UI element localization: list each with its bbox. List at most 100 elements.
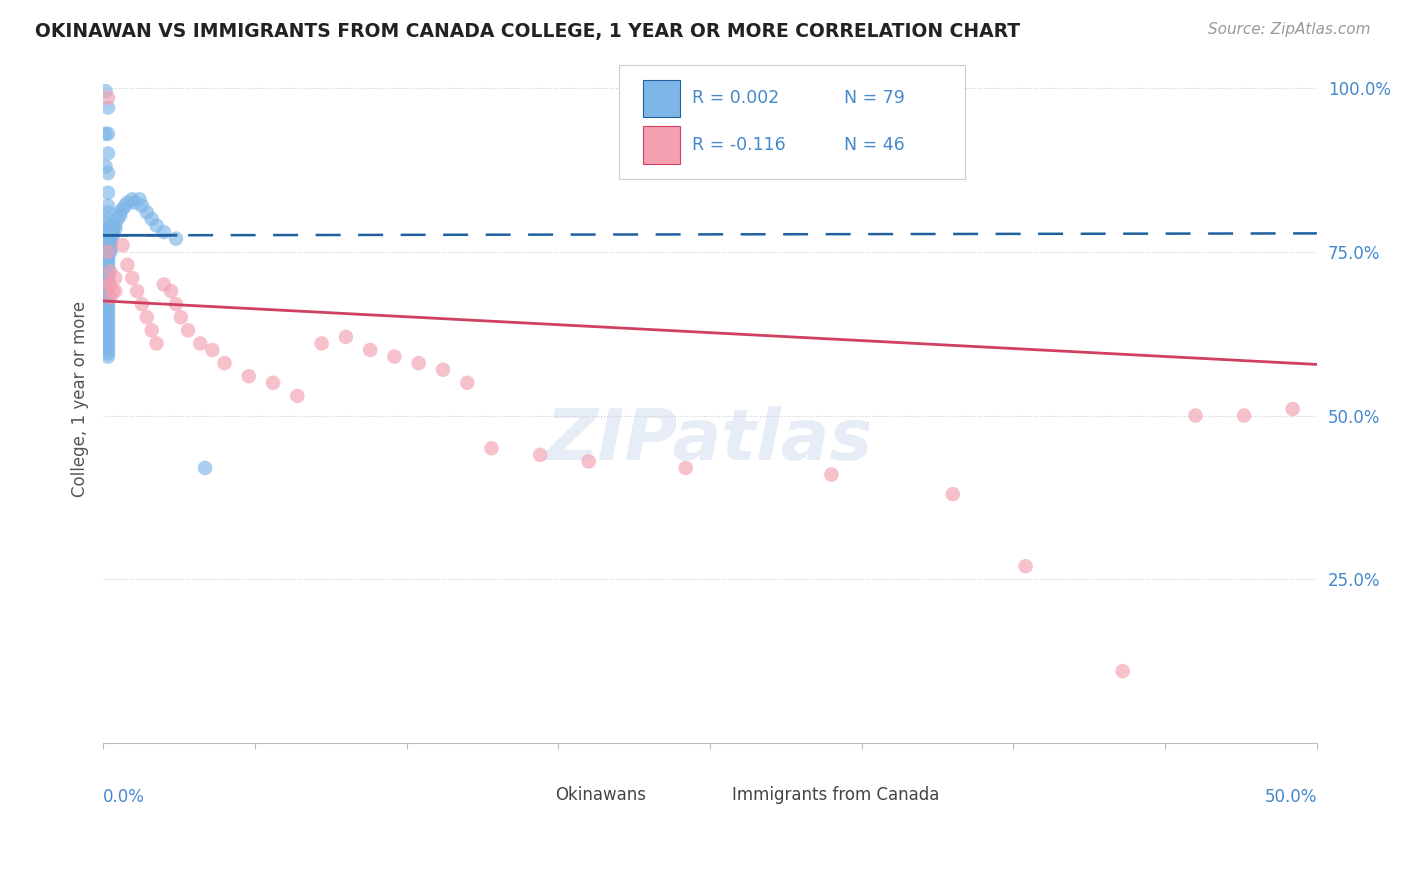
Point <box>97 238 120 252</box>
Point <box>97 313 120 327</box>
Point <box>97 284 120 298</box>
Text: R = 0.002: R = 0.002 <box>692 89 779 108</box>
Point <box>165 297 187 311</box>
Text: Immigrants from Canada: Immigrants from Canada <box>733 786 939 804</box>
Point <box>97 287 120 301</box>
Point <box>1233 409 1256 423</box>
Point <box>104 219 127 233</box>
Point <box>820 467 842 482</box>
Point <box>100 238 122 252</box>
Point <box>432 362 454 376</box>
Point <box>100 244 122 259</box>
Point <box>104 221 127 235</box>
Bar <box>510 784 544 812</box>
Point <box>97 317 120 331</box>
Point <box>97 320 120 334</box>
Bar <box>686 784 720 812</box>
Point <box>145 336 167 351</box>
Point <box>121 271 143 285</box>
Point <box>201 343 224 357</box>
Point <box>94 127 117 141</box>
Point <box>165 232 187 246</box>
Text: Okinawans: Okinawans <box>554 786 645 804</box>
Point <box>97 343 120 357</box>
Point <box>97 336 120 351</box>
Point <box>97 307 120 321</box>
Point <box>100 291 122 305</box>
Bar <box>644 79 679 118</box>
Point <box>335 330 357 344</box>
Point <box>97 326 120 341</box>
Point <box>529 448 551 462</box>
Point <box>97 268 120 282</box>
Point <box>97 127 120 141</box>
Point <box>97 225 120 239</box>
Point <box>104 271 127 285</box>
Point <box>104 284 127 298</box>
Point <box>408 356 430 370</box>
Point <box>97 281 120 295</box>
Point <box>97 277 120 292</box>
Point <box>108 205 131 219</box>
Point <box>285 389 308 403</box>
Point <box>97 346 120 360</box>
Point <box>942 487 965 501</box>
Point <box>97 301 120 315</box>
Point <box>1281 402 1303 417</box>
Point <box>101 221 124 235</box>
Point <box>97 261 120 276</box>
Point <box>160 284 183 298</box>
Point <box>100 264 122 278</box>
Point <box>107 211 129 226</box>
Text: ZIPatlas: ZIPatlas <box>547 406 873 475</box>
Point <box>1184 409 1206 423</box>
Point <box>456 376 478 390</box>
Text: 0.0%: 0.0% <box>103 788 145 805</box>
Point <box>128 192 150 206</box>
Point <box>94 84 117 98</box>
Point <box>188 336 211 351</box>
Text: R = -0.116: R = -0.116 <box>692 136 786 153</box>
Point <box>100 235 122 249</box>
Point <box>97 101 120 115</box>
Text: OKINAWAN VS IMMIGRANTS FROM CANADA COLLEGE, 1 YEAR OR MORE CORRELATION CHART: OKINAWAN VS IMMIGRANTS FROM CANADA COLLE… <box>35 22 1021 41</box>
Point <box>578 454 600 468</box>
Point <box>97 310 120 325</box>
Point <box>97 274 120 288</box>
Point <box>97 252 120 266</box>
Point <box>108 209 131 223</box>
Point <box>153 225 176 239</box>
Point <box>97 323 120 337</box>
Point <box>101 219 124 233</box>
Point <box>97 293 120 308</box>
Point <box>177 323 200 337</box>
Point <box>97 219 120 233</box>
Point <box>1111 664 1133 678</box>
Text: N = 79: N = 79 <box>844 89 904 108</box>
Point <box>135 310 157 325</box>
Point <box>100 277 122 292</box>
Point <box>153 277 176 292</box>
Point <box>124 195 146 210</box>
Point <box>117 195 139 210</box>
Point <box>97 244 120 259</box>
Point <box>100 242 122 256</box>
Point <box>97 297 120 311</box>
Point <box>97 291 120 305</box>
Point <box>97 248 120 262</box>
Point <box>131 199 153 213</box>
Point <box>111 238 134 252</box>
Point <box>97 330 120 344</box>
Point <box>97 166 120 180</box>
Point <box>384 350 406 364</box>
Point <box>97 221 120 235</box>
Point <box>97 205 120 219</box>
Point <box>97 333 120 347</box>
Point <box>97 264 120 278</box>
Point <box>101 228 124 243</box>
Point <box>311 336 333 351</box>
FancyBboxPatch shape <box>619 65 965 179</box>
Point <box>97 228 120 243</box>
Point <box>194 461 217 475</box>
Point <box>127 284 149 298</box>
